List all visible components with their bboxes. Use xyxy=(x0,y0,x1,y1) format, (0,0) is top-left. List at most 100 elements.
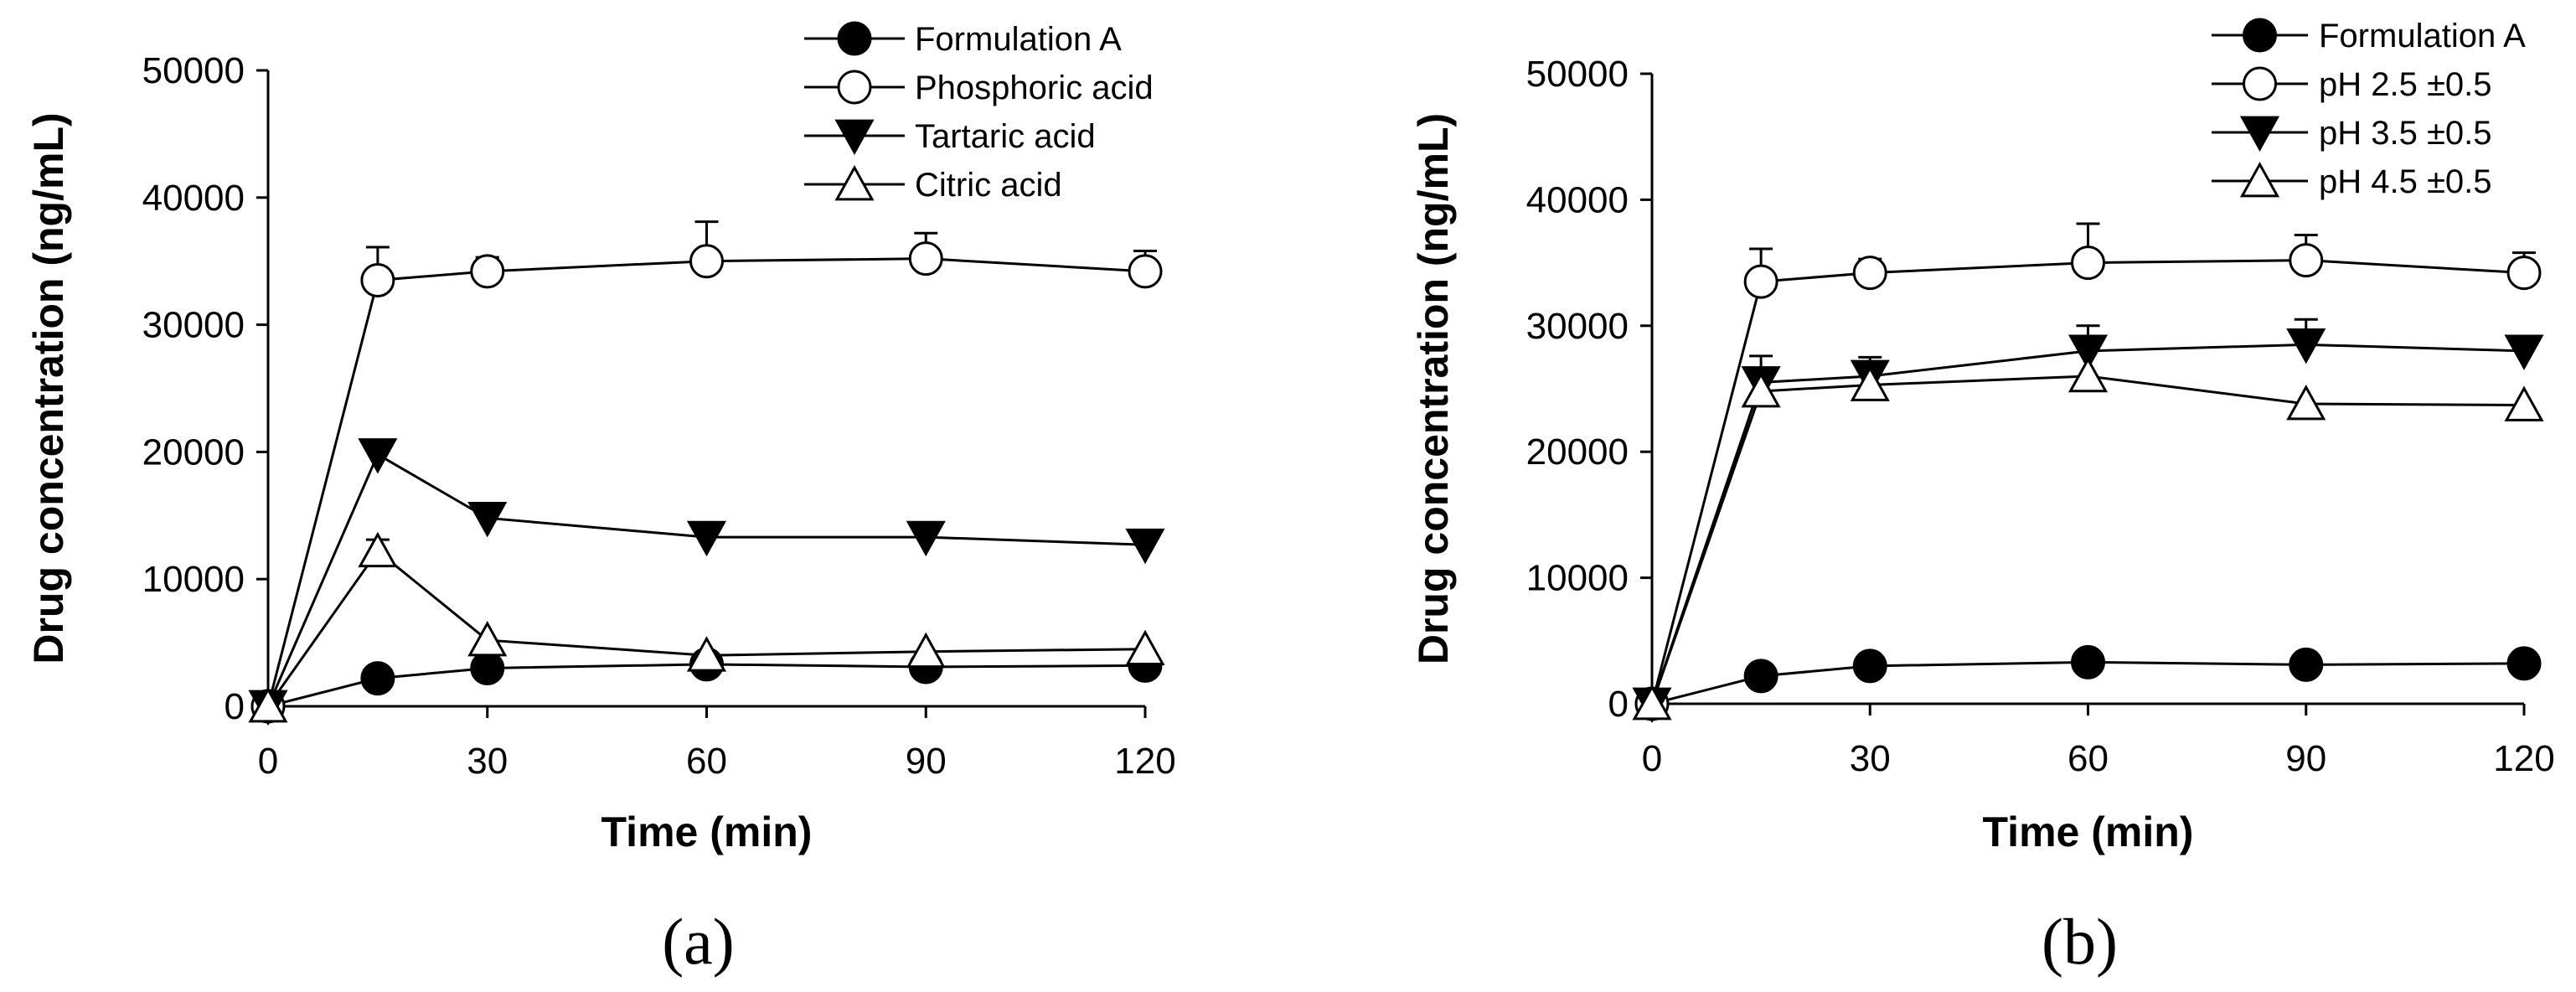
series-1 xyxy=(1634,222,2542,721)
legend-marker xyxy=(2239,161,2280,198)
data-point xyxy=(2506,256,2542,291)
x-axis-title: Time (min) xyxy=(601,809,813,855)
data-point xyxy=(360,661,395,696)
x-tick-label: 0 xyxy=(258,741,278,782)
series-3 xyxy=(1632,356,2544,721)
data-point xyxy=(2289,647,2324,682)
data-point xyxy=(2286,328,2326,364)
data-point xyxy=(358,438,398,474)
data-point xyxy=(2068,356,2109,393)
legend-marker xyxy=(834,119,875,156)
data-point xyxy=(467,621,508,657)
data-point xyxy=(906,520,946,557)
data-point xyxy=(470,650,505,685)
data-point xyxy=(1741,371,1781,408)
y-tick-label: 30000 xyxy=(142,305,245,346)
legend-item: Citric acid xyxy=(804,164,1062,204)
y-tick-label: 10000 xyxy=(142,559,245,600)
x-tick-label: 120 xyxy=(2493,738,2554,779)
legend-marker xyxy=(837,70,872,105)
y-tick-label: 40000 xyxy=(1526,179,1629,220)
legend-label: Tartaric acid xyxy=(915,118,1096,155)
x-axis-title: Time (min) xyxy=(1983,809,2194,855)
data-point xyxy=(467,501,508,538)
panel-b: 0 30 60 90 120 0 10000 20000 30000 40000 50000 Time… xyxy=(1410,18,2555,978)
legend-marker xyxy=(834,164,875,201)
data-point xyxy=(1632,684,1672,721)
data-point xyxy=(358,531,398,568)
legend-item: pH 3.5 ±0.5 xyxy=(2212,115,2492,152)
data-point xyxy=(1743,659,1778,694)
legend-label: Formulation A xyxy=(2319,18,2526,54)
data-point xyxy=(470,254,505,289)
x-tick-label: 60 xyxy=(686,741,727,782)
legend-item: Formulation A xyxy=(2212,18,2526,54)
legend: Formulation A Phosphoric acid Tartaric aci… xyxy=(804,21,1154,204)
series-line xyxy=(266,549,1146,707)
y-tick-label: 0 xyxy=(1608,684,1629,725)
legend-item: Phosphoric acid xyxy=(804,70,1154,106)
data-point xyxy=(248,686,288,723)
series-2 xyxy=(248,438,1165,726)
data-point xyxy=(2506,646,2542,681)
data-point xyxy=(686,520,727,557)
x-tick-label: 90 xyxy=(906,741,947,782)
data-point xyxy=(2071,245,2105,281)
data-point xyxy=(1125,629,1165,666)
legend-label: Phosphoric acid xyxy=(915,70,1154,106)
data-point xyxy=(2289,243,2324,278)
series-1 xyxy=(250,220,1163,724)
x-tick-label: 0 xyxy=(1642,738,1662,779)
y-axis-title: Drug concentration (ng/mL) xyxy=(1410,113,1457,664)
legend-marker xyxy=(2243,18,2277,53)
data-point xyxy=(2071,644,2105,679)
legend-label: Citric acid xyxy=(915,167,1062,204)
legend: Formulation A pH 2.5 ±0.5 pH 3.5 ±0.5 pH 4.… xyxy=(2212,18,2526,200)
y-tick-label: 30000 xyxy=(1526,306,1629,347)
y-tick-label: 40000 xyxy=(142,178,245,219)
legend-marker xyxy=(2243,66,2277,101)
data-point xyxy=(360,262,395,297)
x-tick-label: 30 xyxy=(467,741,508,782)
x-tick-label: 60 xyxy=(2068,738,2109,779)
x-tick-label: 90 xyxy=(2285,738,2326,779)
data-point xyxy=(2286,385,2326,421)
series-3 xyxy=(248,531,1165,723)
y-tick-label: 20000 xyxy=(1526,431,1629,473)
y-axis-title: Drug concentration (ng/mL) xyxy=(25,112,72,664)
series-line xyxy=(266,452,1146,707)
legend-label: Formulation A xyxy=(915,21,1122,58)
series-line xyxy=(1650,343,2525,705)
data-point xyxy=(908,241,943,276)
data-point xyxy=(1128,254,1163,289)
y-tick-label: 50000 xyxy=(1526,54,1629,95)
y-tick-label: 50000 xyxy=(142,50,245,91)
data-point xyxy=(906,632,946,669)
x-tick-label: 120 xyxy=(1114,741,1175,782)
legend-label: pH 4.5 ±0.5 xyxy=(2319,163,2492,200)
y-tick-label: 10000 xyxy=(1526,558,1629,599)
panel-a: 0 30 60 90 120 0 10000 20000 30000 40000 50000 Time… xyxy=(25,21,1176,978)
legend-label: pH 3.5 ±0.5 xyxy=(2319,115,2492,152)
data-point xyxy=(2504,385,2544,421)
data-point xyxy=(1743,264,1778,299)
legend-label: pH 2.5 ±0.5 xyxy=(2319,66,2492,103)
data-point xyxy=(1850,365,1890,401)
series-line xyxy=(1650,259,2525,705)
legend-item: Tartaric acid xyxy=(804,118,1096,156)
y-tick-label: 0 xyxy=(225,686,245,727)
data-point xyxy=(686,636,727,672)
legend-item: Formulation A xyxy=(804,21,1122,58)
data-point xyxy=(1125,528,1165,565)
legend-marker xyxy=(2239,116,2280,152)
series-line xyxy=(267,663,1146,708)
panel-label: (b) xyxy=(2042,905,2118,978)
data-point xyxy=(1852,648,1887,684)
legend-item: pH 2.5 ±0.5 xyxy=(2212,66,2492,103)
data-point xyxy=(1852,256,1887,291)
series-line xyxy=(1651,660,2525,705)
data-point xyxy=(689,244,724,279)
y-tick-label: 20000 xyxy=(142,431,245,473)
panel-label: (a) xyxy=(662,905,735,978)
